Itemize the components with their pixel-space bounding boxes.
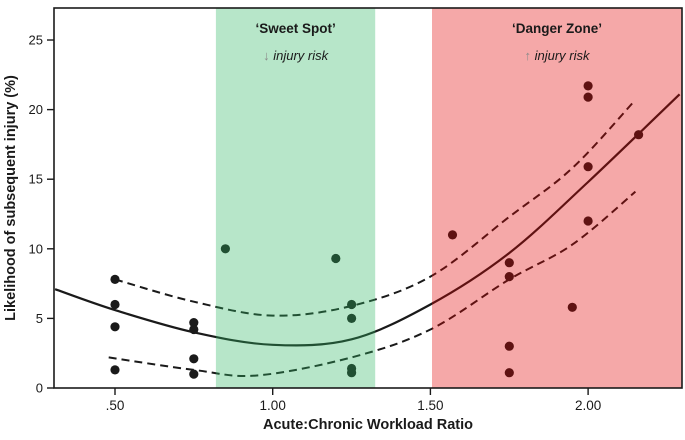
sweet-spot-sublabel-text: injury risk	[273, 48, 329, 63]
data-point	[583, 81, 593, 91]
danger-zone-band	[432, 8, 682, 388]
danger-zone-sublabel: ↑ injury risk	[524, 48, 591, 63]
model-fit-curve	[54, 93, 681, 347]
danger-zone-sublabel-text: injury risk	[535, 48, 591, 63]
y-axis-title: Likelihood of subsequent injury (%)	[3, 75, 19, 321]
x-tick-label: 1.50	[417, 398, 443, 413]
data-point	[504, 368, 514, 378]
data-point	[189, 369, 199, 379]
data-point	[583, 216, 593, 226]
sweet-spot-sublabel: ↓ injury risk	[263, 48, 330, 63]
plot-area	[54, 8, 682, 388]
x-tick-label: 1.00	[260, 398, 286, 413]
y-tick-label: 20	[29, 102, 43, 117]
data-point	[347, 313, 357, 323]
data-point	[634, 130, 644, 140]
upper-confidence-limit-curve	[114, 99, 637, 317]
data-point	[583, 162, 593, 172]
y-tick-label: 15	[29, 172, 43, 187]
danger-zone-label: ‘Danger Zone’	[512, 21, 602, 36]
x-axis-title: Acute:Chronic Workload Ratio	[263, 417, 473, 433]
y-tick-label: 5	[36, 311, 43, 326]
data-point	[504, 341, 514, 351]
data-point	[567, 302, 577, 312]
y-tick-label: 10	[29, 241, 43, 256]
data-point	[347, 299, 357, 310]
y-tick-label: 0	[36, 381, 43, 396]
data-point	[189, 318, 199, 328]
plot-border	[53, 7, 683, 389]
data-point	[220, 244, 230, 254]
danger-zone-arrow-icon: ↑	[524, 48, 534, 63]
data-point	[110, 299, 120, 310]
data-point	[110, 365, 120, 375]
data-point	[110, 274, 120, 284]
data-point	[331, 253, 341, 264]
data-point	[189, 324, 199, 335]
data-point	[504, 272, 514, 282]
x-tick-label: .50	[106, 398, 125, 413]
data-point	[110, 322, 120, 332]
data-point	[447, 230, 458, 240]
y-tick-label: 25	[29, 33, 43, 48]
data-point	[504, 258, 514, 268]
sweet-spot-label: ‘Sweet Spot’	[255, 21, 335, 36]
data-point	[583, 92, 593, 102]
data-point	[189, 354, 199, 364]
data-point	[347, 368, 357, 378]
x-tick-label: 2.00	[575, 398, 601, 413]
sweet-spot-band	[215, 8, 376, 388]
lower-confidence-limit-curve	[108, 190, 637, 377]
sweet-spot-arrow-icon: ↓	[263, 48, 273, 63]
